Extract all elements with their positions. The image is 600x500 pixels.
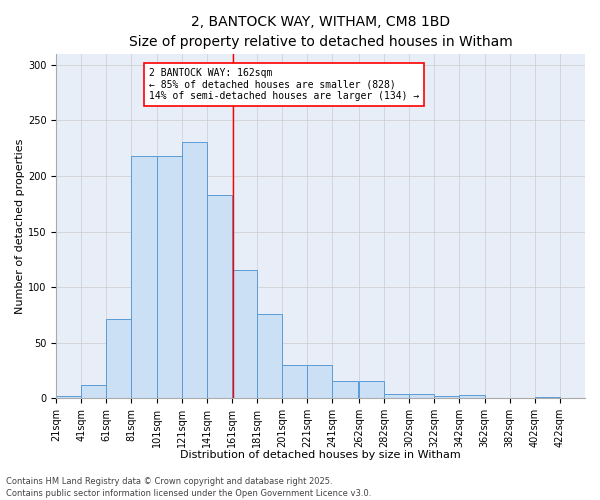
Bar — [359, 382, 384, 398]
Bar — [282, 365, 307, 398]
Bar — [409, 394, 434, 398]
Bar — [182, 142, 207, 398]
Y-axis label: Number of detached properties: Number of detached properties — [15, 138, 25, 314]
Bar — [81, 385, 106, 398]
Bar — [460, 395, 485, 398]
Bar — [232, 270, 257, 398]
Bar — [535, 397, 560, 398]
Text: Contains HM Land Registry data © Crown copyright and database right 2025.
Contai: Contains HM Land Registry data © Crown c… — [6, 476, 371, 498]
X-axis label: Distribution of detached houses by size in Witham: Distribution of detached houses by size … — [180, 450, 461, 460]
Bar — [384, 394, 409, 398]
Bar — [434, 396, 460, 398]
Bar — [106, 320, 131, 398]
Bar — [157, 156, 182, 398]
Bar — [332, 382, 358, 398]
Bar — [56, 396, 81, 398]
Bar — [307, 365, 332, 398]
Text: 2 BANTOCK WAY: 162sqm
← 85% of detached houses are smaller (828)
14% of semi-det: 2 BANTOCK WAY: 162sqm ← 85% of detached … — [149, 68, 419, 101]
Bar — [131, 156, 157, 398]
Bar — [207, 195, 232, 398]
Title: 2, BANTOCK WAY, WITHAM, CM8 1BD
Size of property relative to detached houses in : 2, BANTOCK WAY, WITHAM, CM8 1BD Size of … — [128, 15, 512, 48]
Bar — [257, 314, 282, 398]
